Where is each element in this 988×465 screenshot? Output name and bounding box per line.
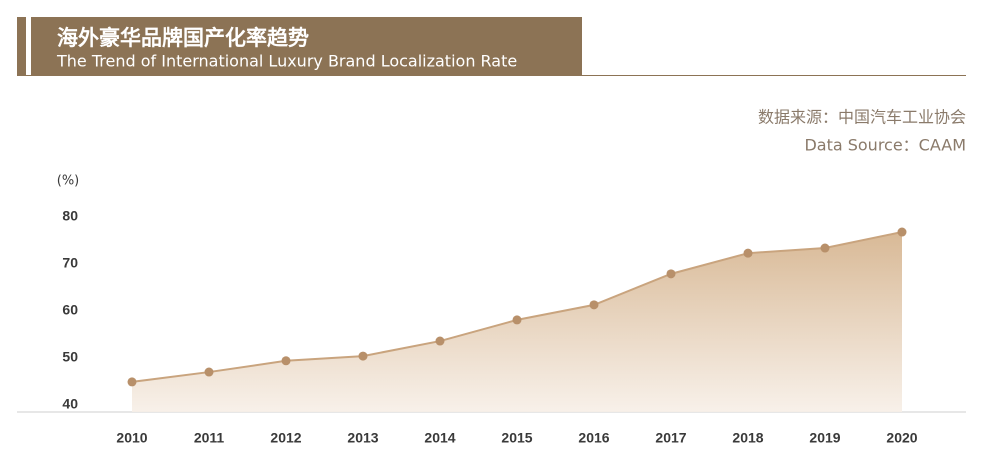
y-tick-label: 80 (62, 208, 78, 224)
y-tick-label: 60 (62, 302, 78, 318)
point (743, 248, 753, 258)
x-tick-label: 2017 (655, 430, 686, 446)
point (512, 315, 522, 325)
x-tick-label: 2018 (732, 430, 763, 446)
x-tick-label: 2013 (347, 430, 378, 446)
point (358, 351, 368, 361)
chart-subtitle: The Trend of International Luxury Brand … (56, 52, 517, 71)
chart-title: 海外豪华品牌国产化率趋势 (57, 26, 309, 50)
y-tick-label: 70 (62, 255, 78, 271)
point (435, 336, 445, 346)
point (127, 377, 137, 387)
source-cn: 数据来源：中国汽车工业协会 (758, 108, 966, 127)
x-tick-label: 2015 (501, 430, 532, 446)
point (204, 367, 214, 377)
x-tick-label: 2019 (809, 430, 840, 446)
point (589, 300, 599, 310)
banner-accent (17, 17, 26, 75)
point (281, 356, 291, 366)
y-tick-label: 50 (62, 349, 78, 365)
x-tick-label: 2011 (194, 430, 225, 446)
point (820, 243, 830, 253)
y-tick-label: 40 (62, 396, 78, 412)
x-tick-label: 2010 (116, 430, 147, 446)
source-en: Data Source：CAAM (804, 136, 966, 155)
x-tick-label: 2020 (886, 430, 917, 446)
x-tick-label: 2014 (424, 430, 455, 446)
banner (31, 17, 582, 75)
point (666, 269, 676, 279)
point (897, 227, 907, 237)
y-axis-label: (%) (57, 174, 80, 189)
x-tick-label: 2012 (270, 430, 301, 446)
x-tick-label: 2016 (578, 430, 609, 446)
